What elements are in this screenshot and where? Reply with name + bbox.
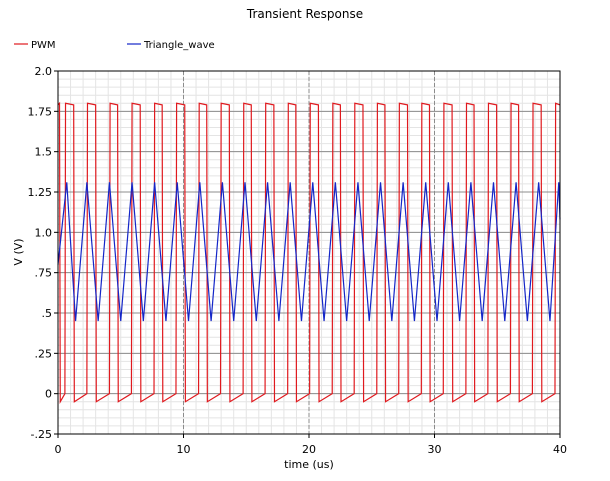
series-layer — [57, 101, 561, 404]
y-tick-label: .5 — [42, 307, 53, 320]
y-axis-label: V (V) — [12, 238, 25, 265]
y-tick-label: -.25 — [31, 428, 52, 441]
y-axis-ticks: 2.0 1.75 1.5 1.25 1.0 .75 .5 .25 0 -.25 — [28, 65, 58, 441]
x-tick-label: 0 — [55, 443, 62, 456]
y-tick-label: 1.0 — [35, 226, 53, 239]
x-tick-label: 40 — [553, 443, 567, 456]
x-tick-label: 10 — [177, 443, 191, 456]
y-tick-label: 0 — [45, 388, 52, 401]
y-tick-label: 1.75 — [28, 105, 53, 118]
legend: PWM Triangle_wave — [14, 40, 215, 51]
x-tick-label: 20 — [302, 443, 316, 456]
y-tick-label: 1.25 — [28, 186, 53, 199]
chart-title: Transient Response — [246, 7, 363, 21]
y-tick-label: .25 — [35, 347, 53, 360]
x-axis-label: time (us) — [284, 458, 334, 471]
series-line-triangle-wave — [57, 182, 561, 322]
legend-label-pwm: PWM — [31, 40, 56, 51]
legend-label-triangle-wave: Triangle_wave — [143, 40, 215, 51]
series-line-pwm — [57, 101, 561, 404]
y-tick-label: 1.5 — [35, 146, 53, 159]
x-tick-label: 30 — [428, 443, 442, 456]
y-tick-label: 2.0 — [35, 65, 53, 78]
y-tick-label: .75 — [35, 267, 53, 280]
x-axis-ticks: 0 10 20 30 40 — [55, 434, 567, 456]
